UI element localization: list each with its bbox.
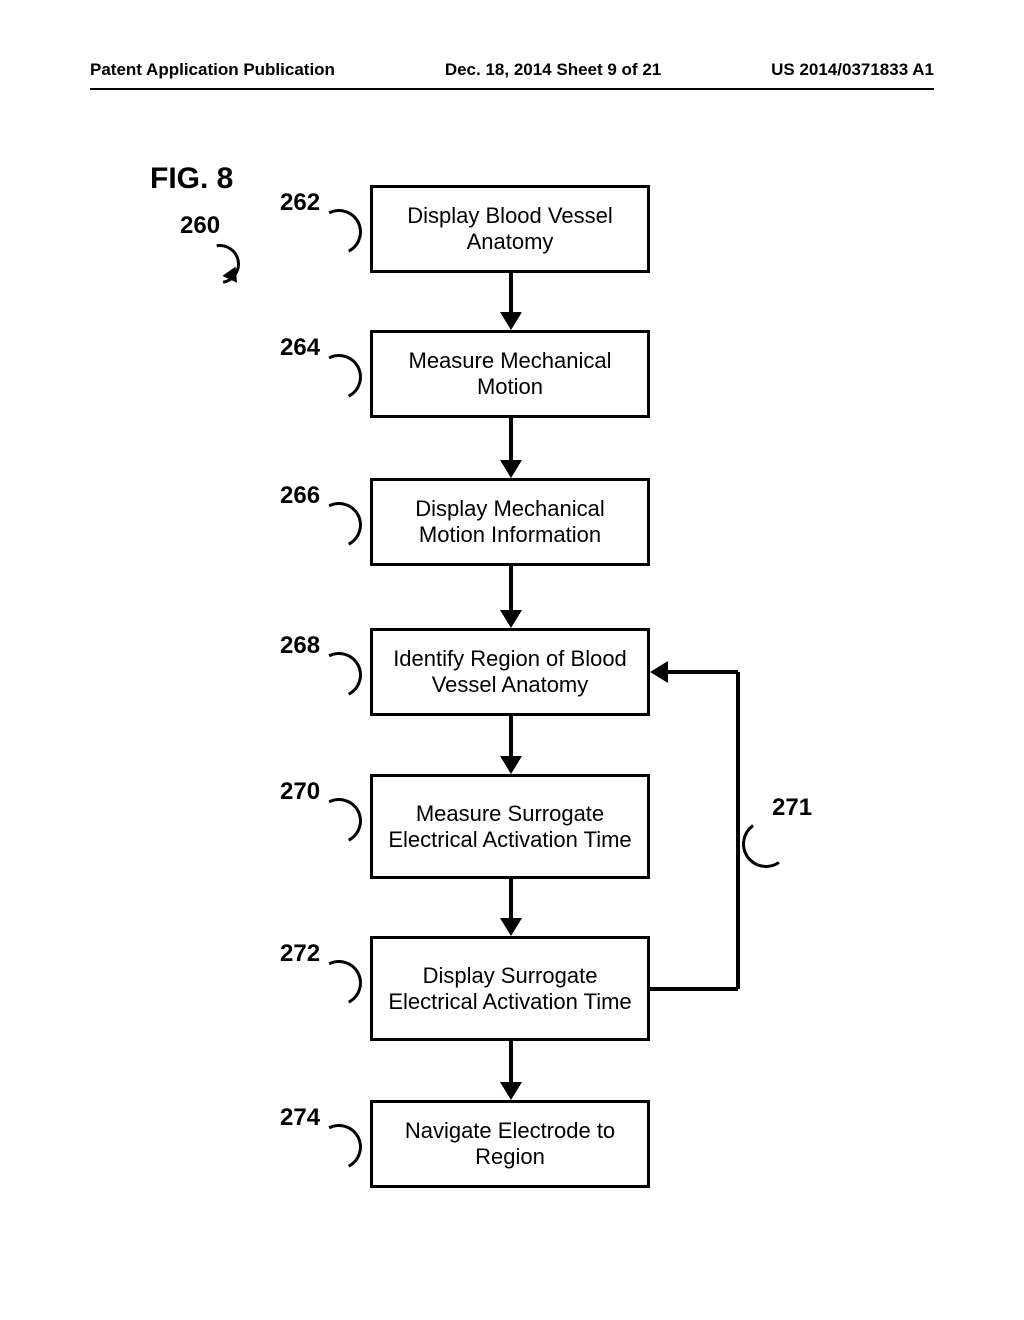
page-header: Patent Application Publication Dec. 18, … xyxy=(0,60,1024,80)
flow-box-266: Display Mechanical Motion Information xyxy=(370,478,650,566)
flow-box-262: Display Blood Vessel Anatomy xyxy=(370,185,650,273)
flow-box-264: Measure Mechanical Motion xyxy=(370,330,650,418)
arrow-264-to-266 xyxy=(510,418,511,478)
feedback-out-272 xyxy=(650,987,738,991)
header-rule xyxy=(90,88,934,90)
ref-262: 262 xyxy=(280,189,320,217)
feedback-vertical xyxy=(736,672,740,989)
flow-box-268: Identify Region of Blood Vessel Anatomy xyxy=(370,628,650,716)
ref-272: 272 xyxy=(280,940,320,968)
ref-266: 266 xyxy=(280,482,320,510)
leader-271 xyxy=(738,816,794,872)
header-right: US 2014/0371833 A1 xyxy=(771,60,934,80)
ref-270: 270 xyxy=(280,778,320,806)
flow-box-270: Measure Surrogate Electrical Activation … xyxy=(370,774,650,879)
arrow-266-to-268 xyxy=(510,566,511,628)
flow-box-272: Display Surrogate Electrical Activation … xyxy=(370,936,650,1041)
header-left: Patent Application Publication xyxy=(90,60,335,80)
ref-268: 268 xyxy=(280,632,320,660)
ref-271: 271 xyxy=(772,794,812,822)
ref-264: 264 xyxy=(280,334,320,362)
arrow-272-to-274 xyxy=(510,1041,511,1100)
arrow-262-to-264 xyxy=(510,273,511,330)
figure-title: FIG. 8 xyxy=(150,162,233,196)
header-center: Dec. 18, 2014 Sheet 9 of 21 xyxy=(445,60,661,80)
ref-260-arc xyxy=(192,236,248,292)
arrow-268-to-270 xyxy=(510,716,511,774)
ref-260: 260 xyxy=(180,212,220,240)
feedback-into-268 xyxy=(668,670,738,674)
arrow-270-to-272 xyxy=(510,879,511,936)
flow-box-274: Navigate Electrode to Region xyxy=(370,1100,650,1188)
feedback-arrowhead xyxy=(650,661,668,683)
ref-274: 274 xyxy=(280,1104,320,1132)
